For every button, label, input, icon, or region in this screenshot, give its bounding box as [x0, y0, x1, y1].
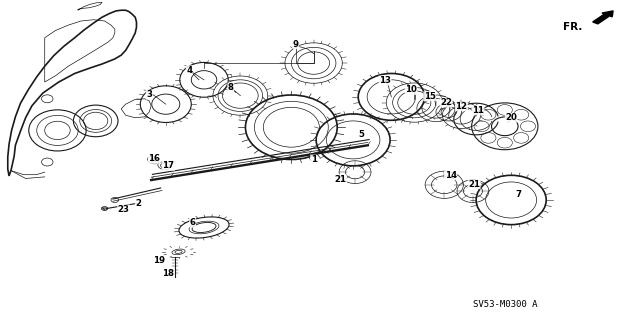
Text: 19: 19 [154, 256, 165, 265]
Text: 7: 7 [516, 190, 522, 199]
Text: 21: 21 [334, 174, 346, 184]
Text: 8: 8 [228, 83, 234, 92]
Text: SV53-M0300 A: SV53-M0300 A [472, 300, 537, 309]
Text: 5: 5 [358, 130, 364, 139]
Text: 15: 15 [424, 92, 436, 101]
Text: 2: 2 [136, 199, 141, 208]
Text: 13: 13 [379, 76, 391, 85]
Text: 16: 16 [148, 154, 161, 163]
Text: 23: 23 [118, 205, 130, 214]
Ellipse shape [101, 207, 108, 211]
Text: 14: 14 [445, 171, 457, 180]
FancyArrow shape [593, 11, 613, 24]
Text: 12: 12 [456, 102, 467, 111]
Text: 18: 18 [163, 270, 174, 278]
Text: 20: 20 [505, 113, 517, 122]
Text: 9: 9 [292, 40, 299, 48]
Text: 17: 17 [163, 161, 175, 170]
Text: 10: 10 [405, 85, 417, 94]
Text: 3: 3 [146, 90, 152, 99]
Text: 6: 6 [189, 218, 196, 227]
Text: 1: 1 [310, 155, 317, 164]
Text: FR.: FR. [563, 22, 582, 32]
Text: 21: 21 [468, 180, 480, 189]
Text: 11: 11 [472, 106, 484, 115]
Text: 22: 22 [440, 98, 452, 107]
Text: 4: 4 [186, 66, 193, 75]
